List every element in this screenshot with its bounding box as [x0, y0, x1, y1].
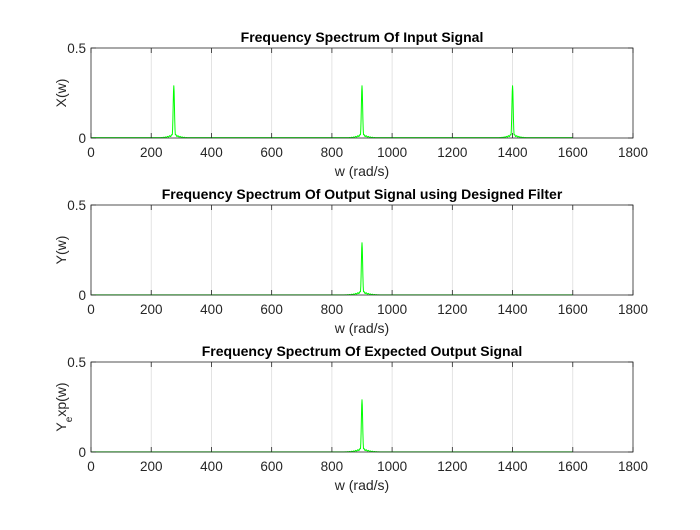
- x-tick-label: 800: [321, 145, 344, 160]
- axes-frame: [90, 47, 634, 139]
- x-tick-label: 600: [260, 302, 283, 317]
- subplot-2: 0 200 400 600 800 1000 1200 1400 1600 1800 0 0.5 Fre…: [53, 186, 648, 336]
- x-tick-label: 1200: [437, 302, 467, 317]
- x-tick-label: 1000: [377, 302, 407, 317]
- x-axis-label: w (rad/s): [334, 163, 389, 179]
- x-tick-label: 1000: [377, 459, 407, 474]
- x-tick-label: 1400: [498, 302, 528, 317]
- y-axis-label-subscript: e: [64, 416, 75, 422]
- y-tick-label: 0.5: [67, 198, 86, 213]
- subplot-1: 0 200 400 600 800 1000 1200 1400 1600 1800 0 0.5 Fre…: [53, 29, 648, 179]
- y-tick-label: 0.5: [67, 41, 86, 56]
- x-tick-label: 600: [260, 459, 283, 474]
- x-tick-label: 1200: [437, 145, 467, 160]
- x-tick-label: 1600: [558, 459, 588, 474]
- x-tick-label: 600: [260, 145, 283, 160]
- x-tick-label: 1000: [377, 145, 407, 160]
- chart-title: Frequency Spectrum Of Input Signal: [241, 29, 484, 45]
- subplot-3: 0 200 400 600 800 1000 1200 1400 1600 1800 0 0.5 Fre…: [53, 343, 648, 493]
- x-tick-label: 200: [140, 145, 163, 160]
- y-tick-label: 0: [78, 288, 86, 303]
- x-tick-label: 800: [321, 302, 344, 317]
- chart-title: Frequency Spectrum Of Output Signal usin…: [162, 186, 563, 202]
- x-tick-label: 1600: [558, 302, 588, 317]
- y-axis-label-rest: xp(w): [53, 382, 69, 416]
- x-tick-label: 200: [140, 459, 163, 474]
- x-tick-label: 800: [321, 459, 344, 474]
- axes-frame: [90, 204, 634, 296]
- x-tick-label: 1400: [498, 459, 528, 474]
- y-axis-label: Yexp(w): [53, 382, 75, 431]
- axes-frame: [90, 361, 634, 453]
- x-tick-label: 400: [200, 302, 223, 317]
- x-axis-label: w (rad/s): [334, 477, 389, 493]
- x-tick-label: 0: [87, 145, 95, 160]
- y-axis-label: Y(w): [53, 236, 69, 265]
- x-tick-label: 0: [87, 459, 95, 474]
- y-tick-label: 0: [78, 445, 86, 460]
- x-tick-label: 200: [140, 302, 163, 317]
- x-tick-label: 1800: [618, 302, 648, 317]
- chart-title: Frequency Spectrum Of Expected Output Si…: [202, 343, 523, 359]
- x-axis-label: w (rad/s): [334, 320, 389, 336]
- y-tick-label: 0.5: [67, 355, 86, 370]
- x-tick-label: 1800: [618, 459, 648, 474]
- x-tick-label: 400: [200, 459, 223, 474]
- x-tick-label: 0: [87, 302, 95, 317]
- y-axis-label-main: Y: [53, 422, 69, 432]
- x-tick-label: 400: [200, 145, 223, 160]
- x-tick-label: 1800: [618, 145, 648, 160]
- y-axis-label: X(w): [53, 79, 69, 108]
- x-tick-label: 1400: [498, 145, 528, 160]
- y-tick-label: 0: [78, 131, 86, 146]
- x-tick-label: 1600: [558, 145, 588, 160]
- x-tick-label: 1200: [437, 459, 467, 474]
